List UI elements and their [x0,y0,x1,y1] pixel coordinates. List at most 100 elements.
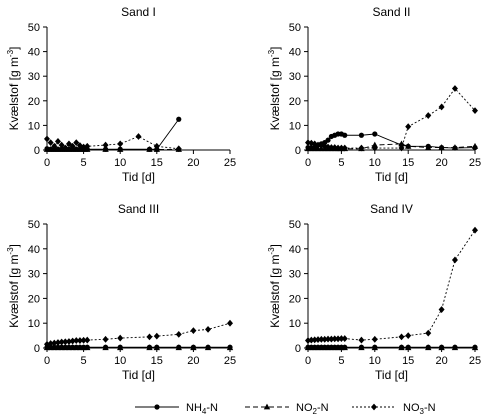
data-point [451,144,459,150]
y-tick-label: 40 [28,244,40,256]
data-point [153,142,160,150]
y-axis-label: Kvælstof [g m-3] [6,244,21,328]
y-axis-label-sup: -3 [6,247,15,255]
y-tick-label: 20 [28,96,40,108]
data-point [342,132,348,138]
series-NO3-N [305,85,478,152]
y-axis-label-main: Kvælstof [g m [268,57,282,130]
y-tick-label: 40 [289,244,301,256]
y-axis-label-sup: -3 [6,49,15,57]
data-point [153,344,160,351]
data-point [325,335,332,343]
data-point [338,335,345,342]
data-point [451,344,459,351]
data-point [405,344,412,351]
x-tick-label: 5 [338,157,344,169]
y-tick-label: 50 [28,219,40,231]
panel-3: Sand III 0 10 20 30 40 50 0 5 10 15 20 25 Tid [d] Kvæl… [6,202,236,382]
legend-label: NO2-N [296,402,329,416]
data-point [146,146,153,152]
data-point [438,306,445,313]
y-tick-label: 30 [289,71,301,83]
y-tick-label: 10 [289,318,301,330]
data-point [190,344,197,351]
series-line [307,229,476,342]
y-tick-label: 50 [289,219,301,231]
y-axis-label-close: ] [268,244,282,247]
data-point [341,344,348,351]
data-point [315,336,322,343]
y-tick-label: 30 [28,269,40,281]
x-tick-label: 0 [305,355,311,367]
data-point [305,139,311,147]
data-point [405,332,412,339]
x-tick-label: 5 [81,355,87,367]
legend-label-suffix: -N [424,402,436,414]
data-point [338,144,345,152]
x-axis-label: Tid [d] [122,368,155,382]
data-point [398,344,405,351]
data-point [335,144,342,152]
data-point [358,336,365,344]
y-tick-label: 40 [28,47,40,59]
data-point [328,144,335,151]
data-point [372,131,378,137]
data-point [425,144,432,150]
data-point [425,329,432,337]
legend-marker [371,403,377,411]
data-point [84,142,91,150]
data-point [405,123,412,131]
x-tick-label: 20 [187,355,199,367]
data-point [117,146,124,152]
x-tick-label: 5 [338,355,344,367]
data-point [227,319,233,327]
data-point [398,140,405,147]
data-point [451,85,458,92]
x-tick-label: 15 [151,355,163,367]
legend-label-main: NO [296,402,313,414]
data-point [117,140,124,148]
data-point [80,143,87,151]
data-point [54,137,61,145]
data-point [398,333,405,341]
data-point [325,137,331,143]
data-point [44,135,50,143]
y-tick-label: 20 [289,293,301,305]
data-point [371,144,378,152]
panel-title: Sand I [121,5,156,19]
data-point [331,335,338,343]
legend-label-sub: 4 [202,407,207,416]
data-point [471,142,479,149]
legend-marker [154,404,160,410]
x-tick-label: 20 [435,355,447,367]
data-point [308,336,315,344]
data-point [175,145,182,153]
data-point [153,332,160,340]
series-NO3-N [305,226,478,344]
data-point [69,337,76,345]
legend-label-sub: 3 [420,407,425,416]
data-point [311,336,318,344]
x-tick-label: 5 [81,157,87,169]
x-tick-label: 25 [224,157,236,169]
legend-item-NO2-N: NO2-N [245,402,329,416]
y-tick-label: 10 [289,120,301,132]
x-axis-label: Tid [d] [375,368,408,382]
x-tick-label: 25 [469,157,481,169]
data-point [190,327,197,335]
data-point [472,226,478,234]
data-point [226,344,234,351]
y-tick-label: 0 [34,343,40,355]
data-point [321,335,328,343]
x-tick-label: 10 [369,355,381,367]
y-tick-label: 30 [289,269,301,281]
data-point [371,344,378,351]
data-point [176,116,182,122]
y-tick-label: 0 [295,145,301,157]
x-tick-label: 20 [435,157,447,169]
data-point [47,340,54,347]
data-point [51,339,58,347]
data-point [335,335,342,343]
data-point [341,144,348,152]
data-point [84,336,91,344]
